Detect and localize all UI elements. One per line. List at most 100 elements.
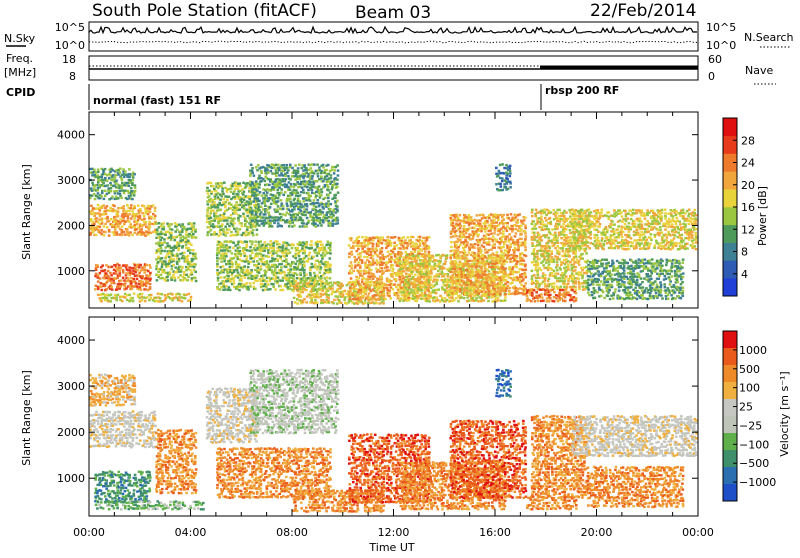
echo-cell <box>497 293 500 295</box>
echo-cell <box>249 240 252 242</box>
echo-cell <box>130 187 133 189</box>
echo-cell <box>344 296 347 298</box>
echo-cell <box>336 209 339 211</box>
echo-cell <box>118 287 121 289</box>
echo-cell <box>402 236 405 238</box>
echo-cell <box>126 210 129 212</box>
echo-cell <box>132 300 135 302</box>
echo-cell <box>497 234 500 236</box>
echo-cell <box>277 189 280 191</box>
echo-cell <box>464 257 467 259</box>
echo-cell <box>278 181 281 183</box>
echo-cell <box>372 245 375 247</box>
echo-cell <box>255 166 258 168</box>
echo-cell <box>313 282 316 284</box>
echo-cell <box>260 280 263 282</box>
echo-cell <box>421 286 424 288</box>
echo-cell <box>484 236 487 238</box>
echo-cell <box>149 266 152 268</box>
echo-cell <box>101 190 104 192</box>
echo-cell <box>116 288 119 290</box>
echo-cell <box>425 284 428 286</box>
echo-cell <box>297 198 300 200</box>
echo-cell <box>238 264 241 266</box>
echo-cell <box>99 297 102 299</box>
echo-cell <box>337 174 340 176</box>
echo-cell <box>361 286 364 288</box>
echo-cell <box>435 297 438 299</box>
echo-cell <box>285 261 288 263</box>
echo-cell <box>276 258 279 260</box>
echo-cell <box>279 213 282 215</box>
echo-cell <box>399 284 402 286</box>
echo-cell <box>220 276 223 278</box>
echo-cell <box>255 180 258 182</box>
echo-cell <box>302 222 305 224</box>
echo-cell <box>309 213 312 215</box>
echo-cell <box>120 279 123 281</box>
echo-cell <box>466 242 469 244</box>
date-label: 22/Feb/2014 <box>590 1 696 21</box>
echo-cell <box>365 286 368 288</box>
echo-cell <box>319 196 322 198</box>
echo-cell <box>276 243 279 245</box>
echo-cell <box>134 184 137 186</box>
echo-cell <box>185 236 188 238</box>
echo-cell <box>253 194 256 196</box>
echo-cell <box>283 271 286 273</box>
echo-cell <box>124 282 127 284</box>
echo-cell <box>382 262 385 264</box>
echo-cell <box>191 264 194 266</box>
echo-cell <box>249 285 252 287</box>
echo-cell <box>300 280 303 282</box>
echo-cell <box>452 235 455 237</box>
echo-cell <box>254 288 257 290</box>
echo-cell <box>391 275 394 277</box>
echo-cell <box>494 285 497 287</box>
echo-cell <box>327 164 330 166</box>
echo-cell <box>299 293 302 295</box>
echo-cell <box>149 211 152 213</box>
echo-cell <box>481 276 484 278</box>
echo-cell <box>380 276 383 278</box>
echo-cell <box>424 254 427 256</box>
echo-cell <box>161 266 164 268</box>
echo-cell <box>474 243 477 245</box>
echo-cell <box>101 176 104 178</box>
echo-cell <box>431 268 434 270</box>
echo-cell <box>406 242 409 244</box>
echo-cell <box>233 228 236 230</box>
echo-cell <box>465 289 468 291</box>
echo-cell <box>257 267 260 269</box>
echo-cell <box>392 288 395 290</box>
echo-cell <box>462 280 465 282</box>
echo-cell <box>161 237 164 239</box>
echo-cell <box>128 234 131 236</box>
echo-cell <box>117 225 120 227</box>
echo-cell <box>225 234 228 236</box>
echo-cell <box>319 222 322 224</box>
echo-cell <box>475 266 478 268</box>
echo-cell <box>320 176 323 178</box>
echo-cell <box>179 253 182 255</box>
echo-cell <box>224 226 227 228</box>
echo-cell <box>352 270 355 272</box>
echo-cell <box>165 297 168 299</box>
echo-cell <box>388 258 391 260</box>
echo-cell <box>185 244 188 246</box>
echo-cell <box>126 198 129 200</box>
echo-cell <box>446 257 449 259</box>
echo-cell <box>216 286 219 288</box>
echo-cell <box>142 281 145 283</box>
echo-cell <box>312 256 315 258</box>
echo-cell <box>260 268 263 270</box>
echo-cell <box>282 205 285 207</box>
echo-cell <box>145 210 148 212</box>
echo-cell <box>296 302 299 304</box>
echo-cell <box>285 258 288 260</box>
echo-cell <box>256 222 259 224</box>
echo-cell <box>242 193 245 195</box>
echo-cell <box>417 296 420 298</box>
echo-cell <box>127 217 130 219</box>
echo-cell <box>406 284 409 286</box>
